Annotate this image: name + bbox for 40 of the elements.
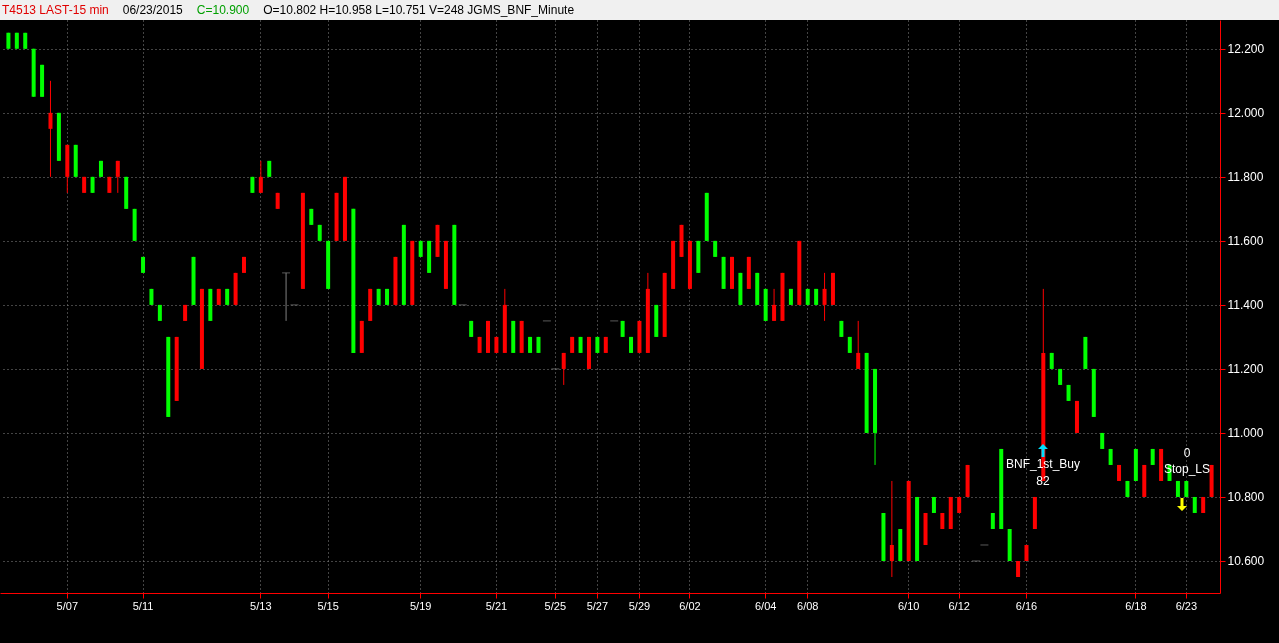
x-tick-label: 6/08 xyxy=(797,599,819,612)
x-tick-label: 5/11 xyxy=(132,599,154,612)
y-tick-label: 10.800 xyxy=(1227,490,1265,505)
x-tick-label: 6/16 xyxy=(1015,599,1038,612)
x-tick-label: 5/29 xyxy=(628,599,651,612)
x-tick-label: 6/12 xyxy=(948,599,970,612)
candlestick xyxy=(258,160,263,194)
y-tick-label: 10.600 xyxy=(1227,554,1265,569)
candlestick xyxy=(561,352,566,386)
x-tick-label: 5/21 xyxy=(485,599,508,612)
y-tick-label: 11.400 xyxy=(1227,298,1264,313)
x-tick-label: 5/15 xyxy=(317,599,339,612)
x-tick-label: 6/04 xyxy=(754,599,777,612)
y-tick-label: 11.000 xyxy=(1227,426,1264,441)
candlestick xyxy=(889,480,894,578)
x-tick-label: 5/19 xyxy=(409,599,432,612)
y-tick-label: 12.200 xyxy=(1227,42,1265,57)
candlestick xyxy=(822,272,827,322)
x-tick-label: 5/25 xyxy=(544,599,567,612)
text: 06/23/2015 xyxy=(122,3,183,17)
y-tick-label: 11.800 xyxy=(1227,170,1264,185)
y-tick-label: 12.000 xyxy=(1227,106,1265,121)
y-tick-label: 11.200 xyxy=(1227,362,1264,377)
y-tick-label: 11.600 xyxy=(1227,234,1264,249)
candlestick xyxy=(48,80,53,178)
annotation: 0 xyxy=(1182,446,1192,460)
candlestick xyxy=(772,288,777,322)
x-tick-label: 6/18 xyxy=(1125,599,1147,612)
x-tick-label: 5/13 xyxy=(250,599,272,612)
x-tick-label: 5/27 xyxy=(586,599,609,612)
x-tick-label: 5/07 xyxy=(56,599,79,612)
text: C=10.900 xyxy=(196,3,250,17)
x-tick-label: 6/23 xyxy=(1175,599,1198,612)
candlestick xyxy=(115,160,120,194)
x-tick-label: 6/02 xyxy=(679,599,701,612)
annotation: 82 xyxy=(1035,474,1051,488)
chart-title: T4513 LAST-15 min xyxy=(2,3,109,17)
text: O=10.802 H=10.958 L=10.751 V=248 JGMS_BNF_Minute xyxy=(263,3,575,17)
candlestick xyxy=(856,320,861,370)
x-tick-label: 6/10 xyxy=(897,599,920,612)
